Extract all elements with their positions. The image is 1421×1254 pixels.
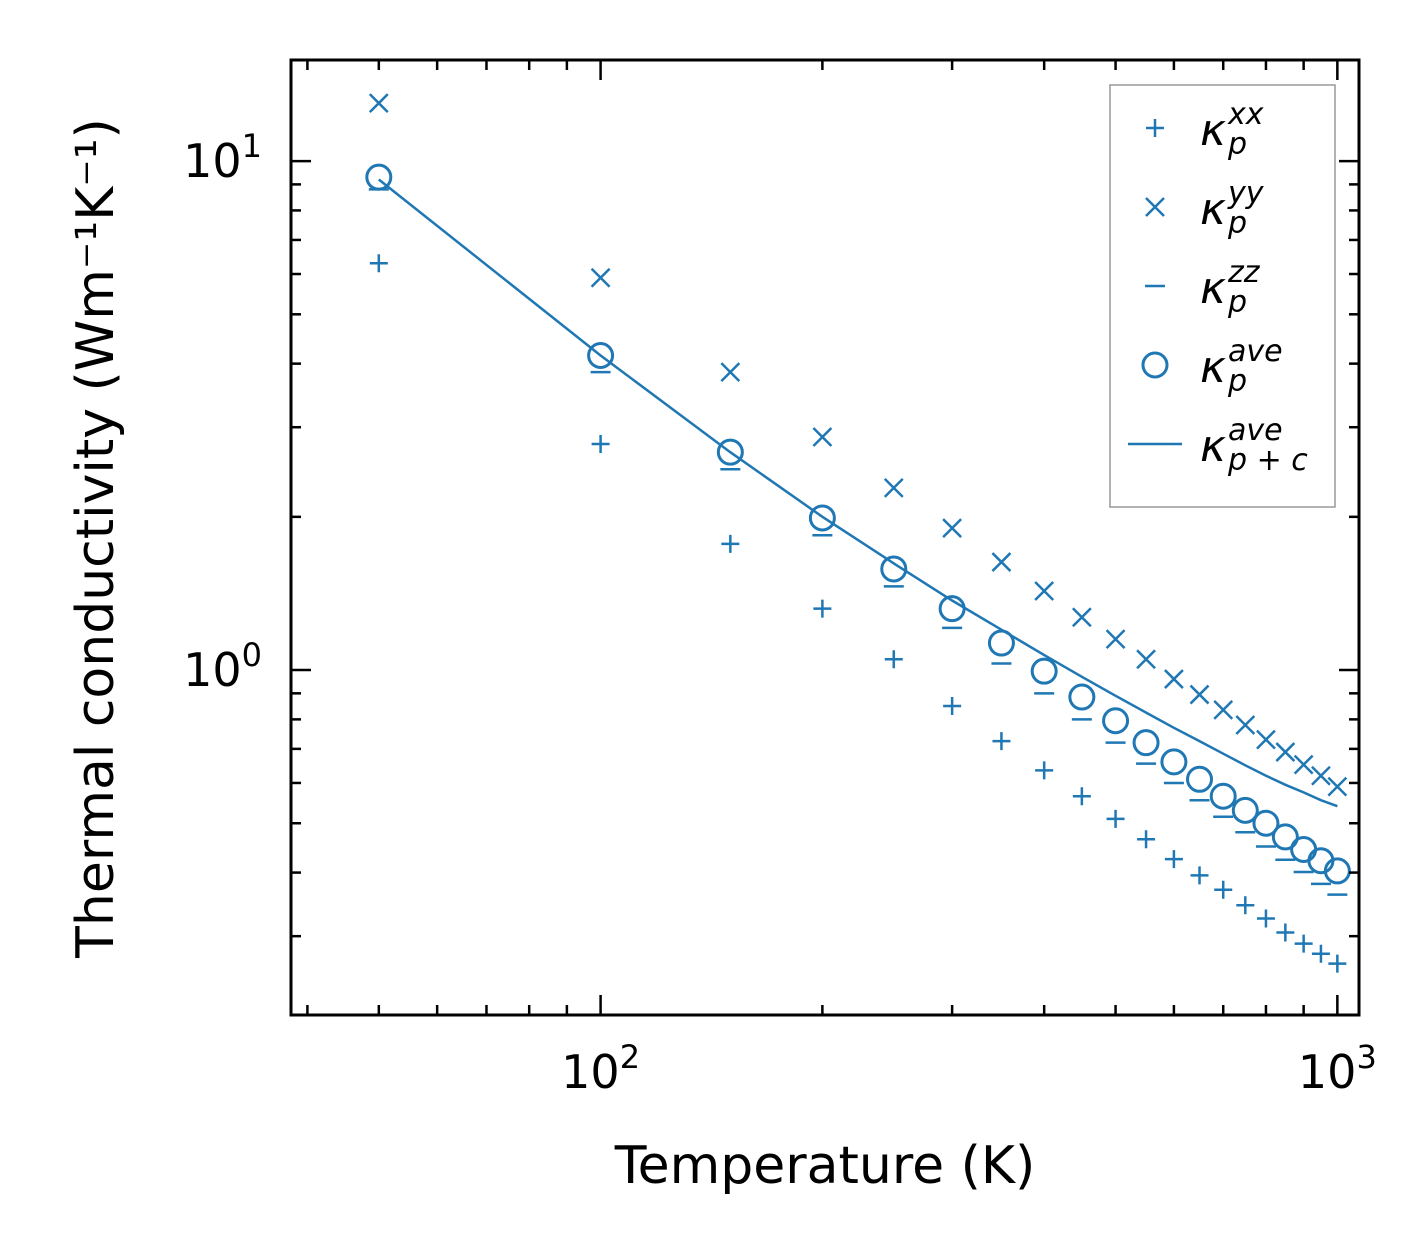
legend-entry-kzz: κ zzp: [1200, 255, 1261, 320]
legend-symbol: κ: [1200, 342, 1226, 393]
legend-subscript: p: [1227, 206, 1247, 241]
point-kxx: [884, 650, 903, 669]
point-kave: [880, 555, 908, 583]
point-kyy: [1256, 729, 1276, 750]
legend-symbol: κ: [1200, 263, 1226, 314]
point-kave: [1030, 657, 1058, 685]
point-kave: [365, 163, 393, 191]
point-kave: [1271, 823, 1299, 851]
point-kave: [1290, 836, 1318, 864]
point-kave: [1209, 782, 1237, 810]
point-kyy: [1275, 742, 1296, 762]
series-line-kave_pc: [378, 178, 1338, 808]
point-kxx: [1214, 880, 1233, 899]
x-axis-label: Temperature (K): [614, 1136, 1036, 1196]
point-kave: [1231, 796, 1259, 824]
point-kave: [1186, 765, 1214, 793]
point-kxx: [591, 435, 610, 454]
point-kxx: [1190, 866, 1209, 885]
legend-subscript: p: [1227, 127, 1247, 162]
legend-superscript: ave: [1228, 334, 1283, 369]
point-kave: [1132, 729, 1160, 757]
point-kyy: [991, 552, 1012, 572]
legend-subscript: p: [1227, 285, 1247, 320]
point-kxx: [1256, 909, 1275, 928]
point-kyy: [1136, 649, 1156, 670]
legend-marker-kyy: [1145, 197, 1165, 217]
point-kyy: [812, 427, 833, 447]
legend-symbol: κ: [1200, 421, 1226, 472]
point-kyy: [1293, 754, 1314, 775]
point-kxx: [1311, 944, 1330, 963]
axis-ticks: [291, 60, 1359, 1015]
legend-superscript: ave: [1228, 413, 1283, 448]
point-kave: [1160, 748, 1188, 776]
legend-symbol: κ: [1200, 105, 1226, 156]
point-kyy: [720, 362, 741, 382]
point-kyy: [1327, 776, 1348, 797]
legend-entry-kxx: κ xxp: [1200, 97, 1264, 162]
legend-marker-kxx: [1146, 119, 1164, 137]
data-marks: [365, 93, 1351, 973]
x-tick-label: 102: [561, 1038, 640, 1099]
point-kave: [716, 438, 744, 466]
point-kyy: [368, 93, 389, 113]
legend-superscript: yy: [1227, 176, 1265, 211]
point-kave: [587, 341, 615, 369]
point-kxx: [992, 732, 1011, 751]
plot-frame: [289, 58, 1361, 1017]
point-kxx: [813, 599, 832, 618]
legend-subscript: p + c: [1227, 443, 1308, 478]
point-kxx: [1276, 923, 1295, 942]
point-kyy: [1164, 669, 1184, 689]
point-kxx: [1294, 934, 1313, 953]
point-kxx: [721, 534, 740, 553]
point-kxx: [369, 254, 388, 273]
point-kave: [1102, 707, 1130, 735]
point-kxx: [943, 696, 962, 715]
legend-marker-kave: [1141, 351, 1169, 379]
y-axis-label: Thermal conductivity (Wm⁻¹K⁻¹): [66, 118, 126, 959]
point-kyy: [590, 267, 611, 288]
y-tick-label: 101: [183, 127, 262, 188]
point-kyy: [1105, 629, 1126, 650]
point-kxx: [1328, 954, 1347, 973]
point-kxx: [1072, 787, 1091, 806]
tick-labels: 102 103 100 101: [183, 127, 1377, 1099]
point-kave: [1323, 857, 1351, 885]
point-kyy: [1189, 684, 1210, 705]
legend-box: [1109, 84, 1336, 508]
point-kxx: [1137, 830, 1156, 849]
point-kyy: [1071, 607, 1092, 628]
point-kave: [808, 504, 836, 532]
point-kxx: [1106, 809, 1125, 828]
y-tick-label: 100: [183, 636, 262, 697]
legend-superscript: zz: [1227, 255, 1261, 290]
point-kxx: [1236, 896, 1255, 915]
point-kave: [1252, 809, 1280, 837]
point-kyy: [1235, 715, 1256, 735]
point-kxx: [1164, 850, 1183, 869]
point-kyy: [883, 477, 904, 498]
legend-entry-kyy: κ yyp: [1200, 176, 1265, 241]
legend-subscript: p: [1227, 364, 1247, 399]
x-tick-label: 103: [1298, 1038, 1377, 1099]
legend-superscript: xx: [1227, 97, 1264, 132]
point-kxx: [1035, 761, 1054, 780]
legend-symbol: κ: [1200, 184, 1226, 235]
point-kyy: [942, 518, 963, 539]
point-kave: [1068, 683, 1096, 711]
point-kyy: [1213, 700, 1234, 720]
point-kyy: [1311, 765, 1331, 786]
point-kyy: [1034, 581, 1055, 601]
